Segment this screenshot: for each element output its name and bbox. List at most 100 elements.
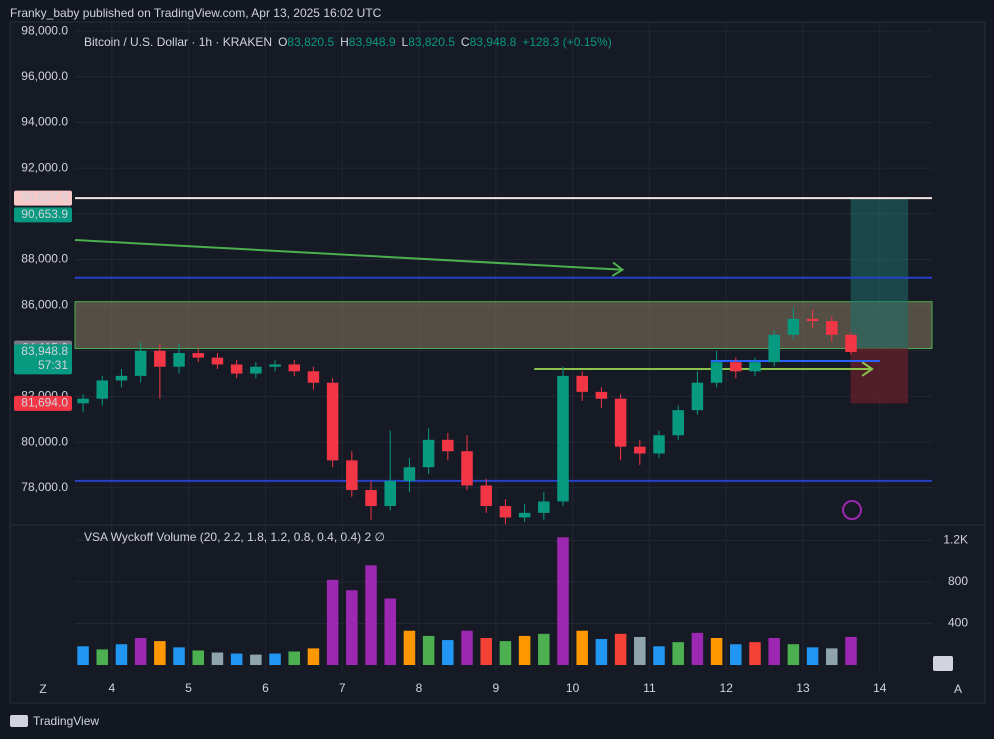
x-tick-label: 11 [643,681,656,695]
volume-bar [384,598,396,665]
volume-bar [557,537,569,665]
candle-body [250,366,262,374]
volume-bar [288,651,301,665]
indicator-value: 2 [940,656,947,670]
volume-bar [461,630,473,665]
candle-body [480,485,492,507]
candle-body [384,480,396,507]
arrow-head [861,361,874,377]
volume-bar [192,650,205,665]
candle-body [230,364,243,374]
price-label-box [14,344,72,375]
ohlc-value: 83,948.9 [348,35,396,49]
candle-body [192,353,205,358]
candle-body [557,375,569,502]
published-note: Franky_baby published on TradingView.com… [10,6,382,20]
volume-bar [96,649,109,665]
price-label: 83,948.8 [21,344,68,358]
volume-bar [749,642,761,665]
candle-body [154,350,166,367]
ohlc-key: C [460,35,470,49]
ohlc-item: O83,820.5 [278,35,334,49]
candle-body [614,398,627,447]
volume-bar [499,641,512,665]
zone [74,301,933,349]
candle-body [538,501,550,513]
candle-body [346,460,358,491]
y-tick-label: 86,000.0 [21,297,68,311]
brand: TradingView [33,714,99,728]
candle-body [77,398,89,404]
price-label: 90,653.9 [21,207,68,221]
x-tick-label: 7 [339,681,346,695]
volume-bar [346,590,358,665]
candle-body [710,362,723,383]
y2-tick-label: 800 [948,574,968,588]
candle-body [576,375,588,392]
volume-bar [269,653,281,665]
volume-bar [672,642,684,665]
y-tick-label: 96,000.0 [21,69,68,83]
x-tick-label: 6 [262,681,269,695]
ohlc-key: O [278,35,288,49]
y-tick-label: 92,000.0 [21,160,68,174]
volume-bar [595,639,608,665]
indicator-value-box [933,656,953,671]
chart-frame [9,21,986,704]
volume-bar [614,633,627,665]
alert-icon[interactable] [842,500,862,520]
scale-button[interactable]: A [954,682,962,696]
volume-bar [710,638,723,665]
price-label: 90,687.9 [21,190,68,204]
candle-body [326,382,339,461]
candle-body [691,382,704,411]
ohlc-item: C83,948.8 [461,35,516,49]
scale-button[interactable]: Z [39,682,46,696]
volume-bar [115,644,128,665]
volume-bar [422,635,435,665]
volume-bar [538,633,550,665]
y-tick-label: 78,000.0 [21,480,68,494]
legend: Bitcoin / U.S. Dollar · 1h · KRAKEN O83,8… [84,35,612,49]
candle-body [768,334,780,363]
volume-bar [365,565,377,665]
volume-bar [691,632,704,665]
candle-body [134,350,147,376]
ohlc-value: 83,820.5 [408,35,455,49]
volume-bar [77,646,89,665]
indicator-title: VSA Wyckoff Volume (20, 2.2, 1.8, 1.2, 0… [84,530,385,544]
volume-bar [480,638,492,665]
candle-body [787,318,800,335]
volume-bar [230,653,243,665]
y2-tick-label: 1.2K [943,533,968,547]
position-target [850,198,909,349]
volume-bar [787,644,800,665]
position-stop [850,348,909,404]
volume-bar [154,641,166,665]
volume-bar [211,652,224,665]
volume-bar [173,647,185,665]
volume-bar [134,638,147,665]
zone-box [74,301,933,349]
candle-body [518,512,531,518]
candle-body [269,364,281,367]
change: +128.3 (+0.15%) [522,35,612,49]
candle-body [672,410,684,436]
brand-logo [10,715,28,727]
x-tick-label: 5 [185,681,192,695]
candle-body [211,357,224,365]
trend-line [74,239,623,271]
volume-bar [768,638,780,665]
ohlc-item: H83,948.9 [340,35,395,49]
candle-body [730,362,742,372]
candle-body [806,318,819,322]
candle-body [365,490,377,507]
price-label-box [14,395,72,411]
price-label-box [14,190,72,206]
volume-bar [442,640,454,665]
candle-body [749,362,761,372]
candle-body [288,364,301,372]
volume-bar [576,630,588,665]
candle-body [403,467,416,481]
volume-bar [845,636,857,665]
